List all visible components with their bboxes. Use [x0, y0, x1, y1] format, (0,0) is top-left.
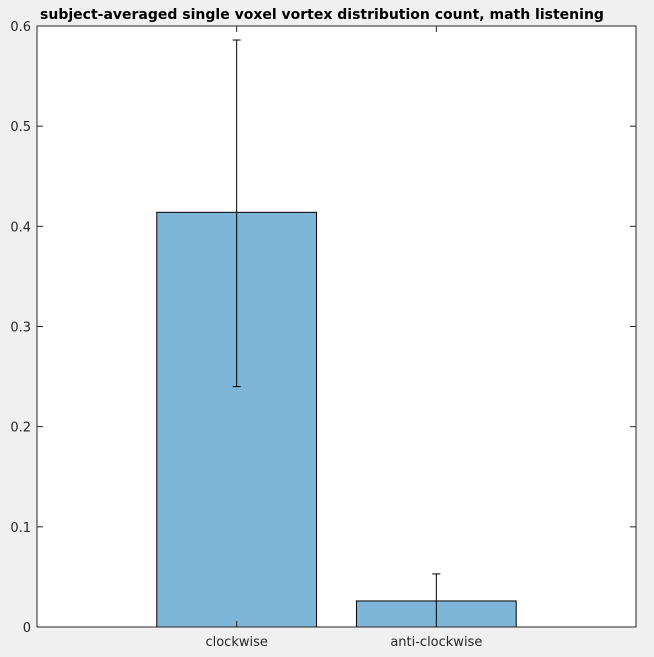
y-tick-label: 0.5: [10, 120, 31, 135]
y-axis: 0 0.1 0.2 0.3 0.4 0.5 0.6: [10, 20, 636, 636]
chart-title: subject-averaged single voxel vortex dis…: [40, 7, 604, 23]
error-bar-clockwise: [232, 39, 241, 388]
y-tick-label: 0.4: [10, 220, 31, 235]
y-tick-label: 0: [23, 621, 31, 636]
y-tick-label: 0.1: [10, 521, 31, 536]
y-tick-label: 0.3: [10, 321, 31, 336]
y-tick-label: 0.6: [10, 20, 31, 35]
x-tick-label-anti-clockwise: anti-clockwise: [390, 635, 482, 650]
x-axis: clockwise anti-clockwise: [205, 26, 482, 650]
x-tick-label-clockwise: clockwise: [205, 635, 267, 650]
plot-area: [37, 26, 636, 627]
y-tick-label: 0.2: [10, 421, 31, 436]
